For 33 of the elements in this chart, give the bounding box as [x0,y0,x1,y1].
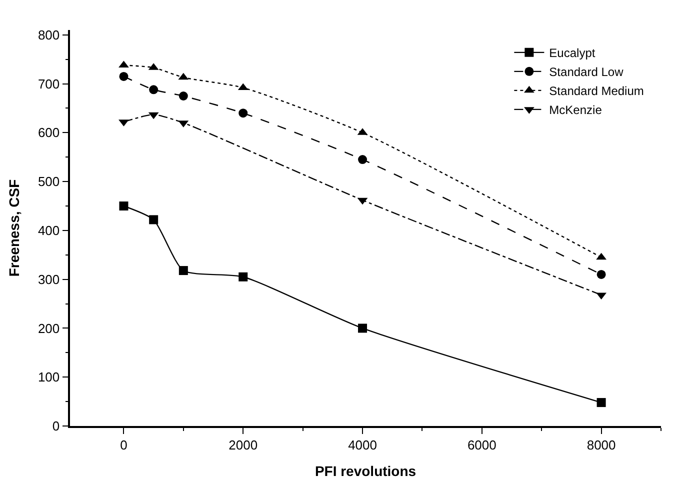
x-tick-label: 6000 [467,437,496,452]
legend-label: Standard Medium [549,84,644,98]
y-tick-label: 0 [52,418,60,434]
point [238,272,248,282]
y-tick-label: 500 [38,174,60,190]
point [119,202,128,210]
y-tick-label: 800 [38,27,60,42]
x-tick-label: 2000 [228,437,258,452]
point [358,155,368,164]
y-tick-label: 700 [38,76,60,92]
y-tick-label: 600 [38,125,60,140]
point [119,72,128,81]
point [178,266,188,276]
x-tick-label: 8000 [586,437,616,452]
point [596,398,606,408]
legend-label: Eucalypt [549,46,596,60]
point [596,270,606,279]
x-tick-label: 4000 [348,437,377,452]
point [149,85,158,94]
point [149,215,158,224]
y-axis-title: Freeness, CSF [6,178,22,277]
point [178,92,188,100]
x-tick-label: 0 [120,437,128,452]
x-axis-title: PFI revolutions [314,463,416,480]
legend-label: Standard Low [549,65,624,80]
legend-label: McKenzie [549,103,602,118]
y-tick-label: 200 [38,320,60,336]
y-tick-label: 300 [38,272,60,287]
point [596,252,606,260]
point [238,108,248,118]
y-tick-label: 100 [38,370,60,385]
y-tick-label: 400 [38,222,60,238]
point [358,324,368,333]
